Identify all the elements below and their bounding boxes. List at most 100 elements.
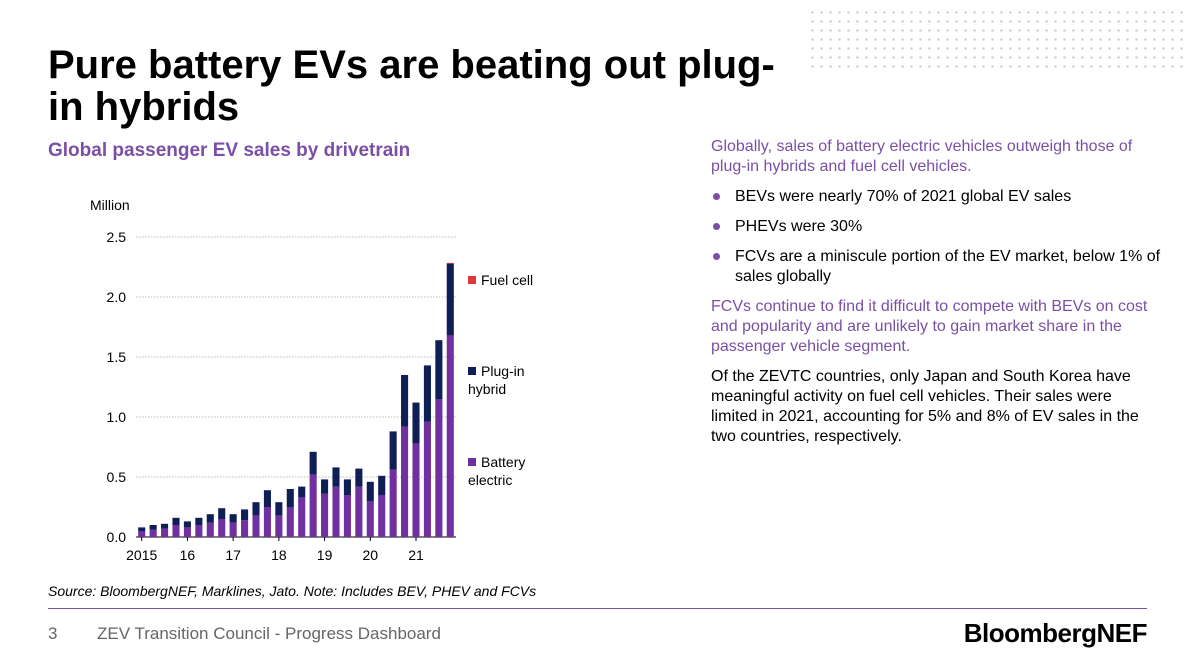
bar-battery-electric <box>389 469 397 537</box>
legend-plug-in-hybrid: Plug-in hybrid <box>468 362 538 398</box>
bar-battery-electric <box>206 522 214 537</box>
x-tick-label: 16 <box>180 547 196 563</box>
bar-plug-in-hybrid <box>332 467 340 487</box>
legend-label-battery-electric: Battery electric <box>468 454 526 488</box>
bar-battery-electric <box>149 529 157 537</box>
bar-plug-in-hybrid <box>389 431 397 470</box>
bar-battery-electric <box>298 497 306 537</box>
bar-battery-electric <box>366 501 374 537</box>
legend-battery-electric: Battery electric <box>468 453 538 489</box>
y-tick-label: 0.0 <box>107 529 127 545</box>
bar-plug-in-hybrid <box>172 517 180 525</box>
x-tick-label: 19 <box>317 547 333 563</box>
bar-battery-electric <box>183 527 191 537</box>
bar-plug-in-hybrid <box>355 468 363 487</box>
bar-plug-in-hybrid <box>218 508 226 519</box>
bar-plug-in-hybrid <box>446 263 454 336</box>
bar-battery-electric <box>286 507 294 537</box>
x-tick-label: 2015 <box>126 547 157 563</box>
bullet-item: BEVs were nearly 70% of 2021 global EV s… <box>711 187 1161 207</box>
bar-plug-in-hybrid <box>161 523 169 529</box>
bullet-item: PHEVs were 30% <box>711 217 1161 237</box>
y-tick-label: 0.5 <box>107 469 127 485</box>
bullet-text: BEVs were nearly 70% of 2021 global EV s… <box>735 188 1072 205</box>
slide-title: Pure battery EVs are beating out plug-in… <box>48 43 775 129</box>
bar-plug-in-hybrid <box>343 479 351 495</box>
bar-battery-electric <box>332 486 340 537</box>
bullet-text: FCVs are a miniscule portion of the EV m… <box>735 248 1161 285</box>
bar-battery-electric <box>309 474 317 537</box>
y-axis-label: Million <box>90 197 130 213</box>
bar-battery-electric <box>343 495 351 537</box>
bar-plug-in-hybrid <box>275 502 283 516</box>
bar-battery-electric <box>138 531 146 537</box>
chart-subtitle: Global passenger EV sales by drivetrain <box>48 140 411 161</box>
x-tick-label: 21 <box>408 547 424 563</box>
bullet-dot-icon <box>713 253 720 260</box>
bar-plug-in-hybrid <box>229 514 237 523</box>
bar-plug-in-hybrid <box>206 514 214 523</box>
y-tick-label: 2.0 <box>107 289 127 305</box>
bar-plug-in-hybrid <box>435 340 443 399</box>
commentary-paragraph-fcv: FCVs continue to find it difficult to co… <box>711 298 1148 355</box>
bullet-text: PHEVs were 30% <box>735 218 863 235</box>
bar-battery-electric <box>423 421 431 537</box>
bar-plug-in-hybrid <box>149 525 157 530</box>
bar-fuel-cell <box>446 262 454 264</box>
bar-battery-electric <box>275 515 283 537</box>
bloombergnef-logo: BloombergNEF <box>963 618 1148 648</box>
bar-plug-in-hybrid <box>309 451 317 475</box>
bullet-item: FCVs are a miniscule portion of the EV m… <box>711 247 1161 287</box>
bar-plug-in-hybrid <box>183 521 191 528</box>
bar-plug-in-hybrid <box>252 502 260 516</box>
legend-label-fuel-cell: Fuel cell <box>481 272 534 288</box>
legend-fuel-cell: Fuel cell <box>468 271 533 289</box>
bar-battery-electric <box>252 515 260 537</box>
footer-label: ZEV Transition Council - Progress Dashbo… <box>97 624 441 643</box>
stacked-bar-chart: 0.0 0.5 1.0 1.5 2.0 2.5 Million 2015 16 17 18 19 20 2… <box>90 197 456 563</box>
bullet-dot-icon <box>713 193 720 200</box>
bar-plug-in-hybrid <box>263 490 271 507</box>
bar-battery-electric <box>172 525 180 537</box>
bar-battery-electric <box>378 495 386 537</box>
bar-battery-electric <box>401 426 409 537</box>
source-note: Source: BloombergNEF, Marklines, Jato. N… <box>48 583 537 599</box>
x-tick-label: 18 <box>271 547 287 563</box>
bullet-dot-icon <box>713 223 720 230</box>
bar-plug-in-hybrid <box>401 375 409 427</box>
bar-battery-electric <box>321 493 329 537</box>
bar-plug-in-hybrid <box>241 509 249 521</box>
page-number: 3 <box>48 624 58 643</box>
legend-swatch-battery-electric <box>468 458 476 466</box>
bar-plug-in-hybrid <box>138 527 146 531</box>
bar-battery-electric <box>241 520 249 537</box>
bar-battery-electric <box>412 443 420 537</box>
legend-swatch-fuel-cell <box>468 276 476 284</box>
y-tick-label: 1.0 <box>107 409 127 425</box>
bar-plug-in-hybrid <box>412 402 420 444</box>
x-tick-label: 20 <box>362 547 378 563</box>
bar-battery-electric <box>435 399 443 537</box>
footer-divider <box>48 608 1147 609</box>
bar-battery-electric <box>195 525 203 537</box>
bar-plug-in-hybrid <box>298 486 306 498</box>
bar-plug-in-hybrid <box>378 475 386 495</box>
commentary-panel: Globally, sales of battery electric vehi… <box>711 137 1161 457</box>
bar-plug-in-hybrid <box>423 365 431 422</box>
bar-battery-electric <box>355 486 363 537</box>
x-tick-label: 17 <box>225 547 241 563</box>
legend-label-plug-in-hybrid: Plug-in hybrid <box>468 363 525 397</box>
legend-swatch-plug-in-hybrid <box>468 367 476 375</box>
dot-pattern-decoration <box>808 8 1188 70</box>
bar-battery-electric <box>161 528 169 537</box>
commentary-intro: Globally, sales of battery electric vehi… <box>711 138 1133 175</box>
bar-plug-in-hybrid <box>321 479 329 494</box>
commentary-bullet-list: BEVs were nearly 70% of 2021 global EV s… <box>711 187 1161 287</box>
bar-battery-electric <box>446 335 454 537</box>
y-tick-label: 2.5 <box>107 229 127 245</box>
bar-plug-in-hybrid <box>286 489 294 507</box>
bar-plug-in-hybrid <box>195 517 203 525</box>
bar-battery-electric <box>263 507 271 537</box>
bar-battery-electric <box>218 519 226 537</box>
bar-plug-in-hybrid <box>366 481 374 501</box>
